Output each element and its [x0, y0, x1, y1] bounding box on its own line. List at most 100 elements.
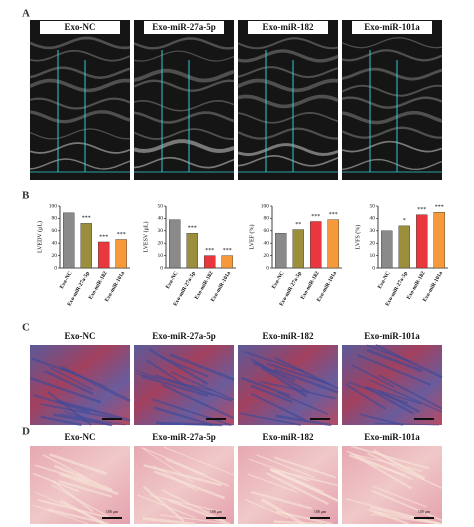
- tissue-streak: [141, 446, 194, 483]
- bar: [292, 229, 304, 269]
- echo-band: [341, 49, 443, 62]
- tissue-streak: [345, 498, 416, 518]
- y-tick-label: 20: [370, 240, 376, 246]
- histology-image: [30, 345, 130, 425]
- bar: [204, 255, 216, 269]
- significance: ***: [117, 232, 126, 238]
- tissue-streak: [371, 490, 443, 522]
- tissue-streak: [348, 454, 406, 477]
- tissue-streak: [170, 371, 235, 401]
- tissue-streak: [141, 374, 209, 397]
- echo-band: [29, 49, 131, 62]
- image-title: Exo-NC: [65, 432, 96, 442]
- tissue-streak: [54, 464, 113, 492]
- tissue-streak: [59, 413, 126, 426]
- title-box: [40, 21, 120, 34]
- tissue-streak: [351, 364, 395, 388]
- echo-band: [341, 110, 443, 125]
- y-tick-label: 30: [370, 228, 376, 234]
- tissue-streak: [161, 383, 235, 420]
- y-tick-label: 40: [52, 240, 58, 246]
- significance: ***: [311, 214, 320, 220]
- echo-band: [341, 96, 443, 109]
- x-tick-label: Exo-NC: [165, 271, 180, 290]
- tissue-streak: [40, 415, 82, 427]
- y-tick-label: 80: [52, 216, 58, 222]
- echo-band: [237, 37, 339, 50]
- significance: ***: [417, 207, 426, 213]
- tissue-streak: [33, 393, 90, 414]
- significance: ***: [205, 248, 214, 254]
- tissue-streak: [261, 498, 305, 526]
- significance: ***: [188, 226, 197, 232]
- tissue-streak: [244, 350, 305, 373]
- bar: [169, 219, 181, 269]
- scale-label: 100 μm: [314, 509, 327, 514]
- tissue-streak: [265, 471, 329, 506]
- tissue-streak: [60, 499, 105, 526]
- significance: ***: [329, 212, 338, 218]
- tissue-streak: [59, 472, 119, 496]
- y-axis-label: LVEDV (μL): [36, 221, 43, 253]
- echo-band: [341, 140, 443, 153]
- x-tick-label: Exo-NC: [377, 271, 392, 290]
- significance: *: [403, 218, 406, 224]
- echo-band: [133, 100, 235, 112]
- y-axis-label: LVESV (μL): [142, 221, 149, 252]
- y-tick-label: 100: [49, 203, 58, 209]
- image-title: Exo-NC: [65, 22, 96, 32]
- tissue-streak: [32, 504, 89, 525]
- tissue-streak: [29, 377, 101, 404]
- echo-band: [133, 139, 235, 153]
- scale-label: 100 μm: [210, 509, 223, 514]
- bar: [310, 221, 322, 269]
- panel-label: C: [22, 322, 30, 334]
- tissue-streak: [368, 378, 443, 413]
- echo-band: [237, 78, 339, 93]
- echo-band: [29, 66, 131, 79]
- echo-band: [29, 128, 130, 140]
- tissue-streak: [366, 386, 422, 405]
- tissue-streak: [244, 499, 289, 519]
- panel-label: B: [22, 190, 30, 202]
- bar: [416, 214, 428, 269]
- tissue-streak: [49, 366, 93, 391]
- tissue-streak: [253, 361, 296, 382]
- tissue-streak: [266, 362, 328, 385]
- echo-band: [341, 158, 443, 171]
- image-title: Exo-miR-182: [263, 331, 314, 341]
- tissue-streak: [364, 385, 414, 415]
- tissue-streak: [357, 353, 432, 386]
- tissue-streak: [275, 414, 332, 427]
- significance: ***: [82, 216, 91, 222]
- echo-band: [237, 154, 339, 167]
- echo-band: [237, 66, 339, 79]
- tissue-streak: [163, 446, 235, 476]
- tissue-streak: [142, 447, 206, 476]
- bar: [327, 219, 339, 269]
- tissue-streak: [32, 472, 80, 493]
- bar: [98, 241, 110, 269]
- significance: ***: [99, 234, 108, 240]
- echo-band: [133, 111, 235, 124]
- image-title: Exo-miR-27a-5p: [152, 432, 216, 442]
- image-title: Exo-NC: [65, 331, 96, 341]
- echo-band: [237, 143, 339, 157]
- tissue-streak: [148, 348, 209, 385]
- echo-image: [238, 20, 338, 180]
- y-tick-label: 0: [266, 265, 269, 271]
- tissue-streak: [152, 398, 232, 426]
- tissue-streak: [273, 520, 323, 526]
- bar: [115, 239, 127, 269]
- tissue-streak: [276, 391, 328, 415]
- y-tick-label: 50: [370, 203, 376, 209]
- tissue-streak: [374, 422, 440, 426]
- image-title: Exo-miR-182: [263, 22, 314, 32]
- echo-band: [133, 37, 235, 50]
- tissue-streak: [51, 479, 94, 513]
- tissue-streak: [155, 374, 233, 402]
- image-title: Exo-miR-182: [263, 432, 314, 442]
- significance: ***: [223, 248, 232, 254]
- y-tick-label: 0: [54, 265, 57, 271]
- tissue-streak: [43, 369, 94, 395]
